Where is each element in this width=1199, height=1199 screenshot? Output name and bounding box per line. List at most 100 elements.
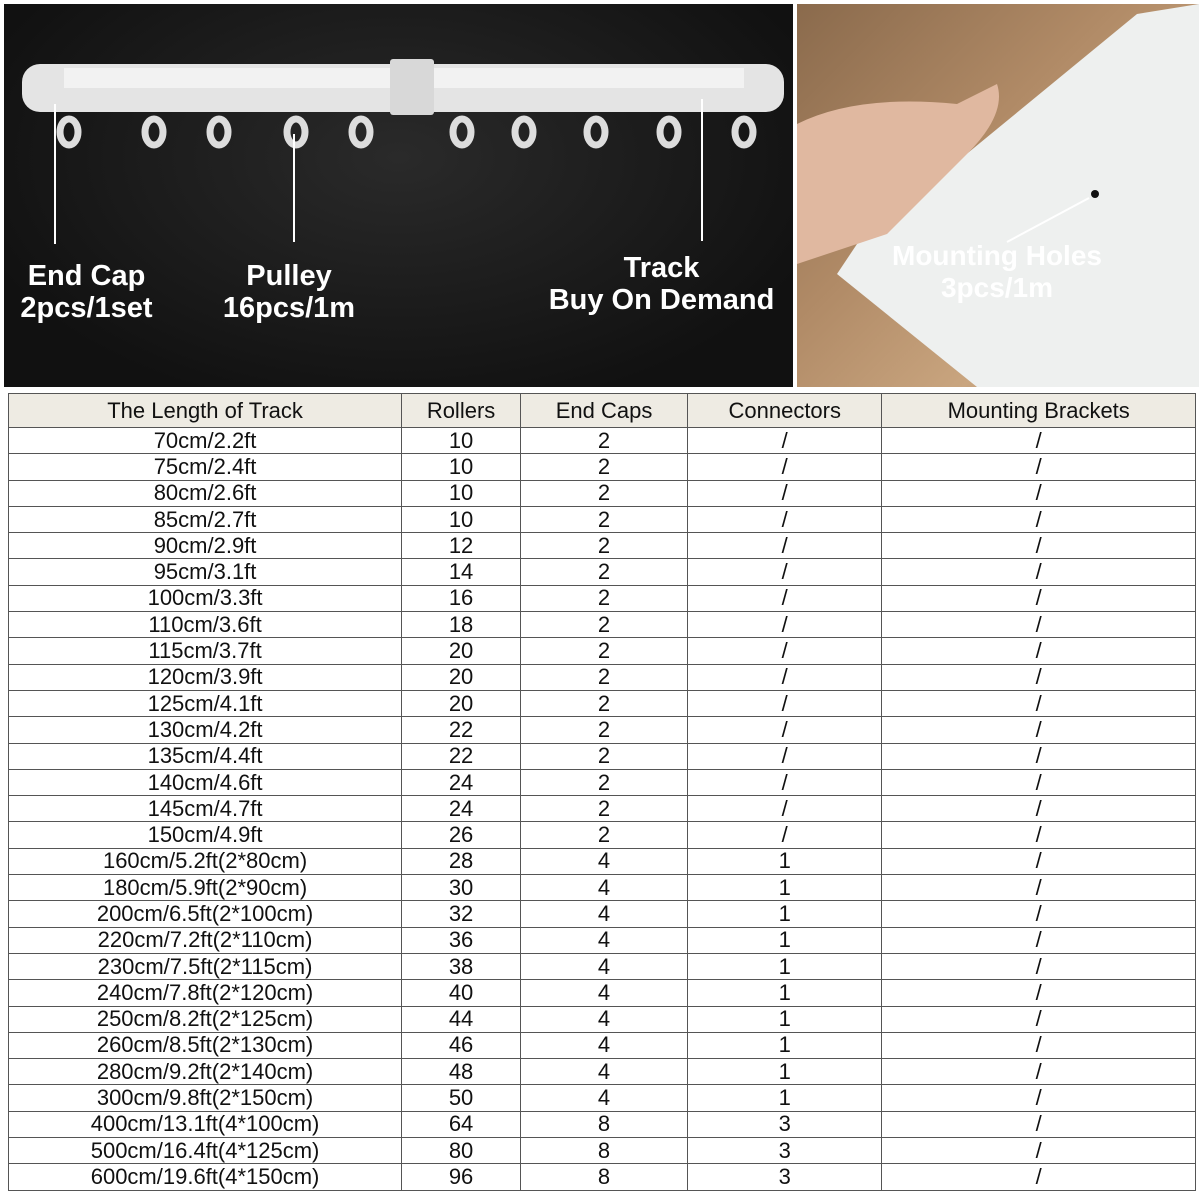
table-cell: / (881, 874, 1196, 902)
connector (390, 59, 434, 115)
table-row: 280cm/9.2ft(2*140cm) 48 4 1/ (7, 1058, 1196, 1086)
table-cell: 4 (519, 979, 689, 1007)
table-cell: 1 (687, 900, 883, 928)
table-cell: 1 (687, 952, 883, 981)
pulley (731, 115, 757, 149)
table-cell: 36 (401, 926, 521, 954)
table-cell: 85cm/2.7ft (7, 505, 403, 534)
table-cell: 46 (401, 1031, 521, 1060)
table-cell: 160cm/5.2ft(2*80cm) (7, 847, 403, 876)
table-cell: 44 (401, 1005, 521, 1033)
table-cell: 2 (519, 453, 689, 481)
table-cell: / (687, 532, 883, 560)
table-cell: 96 (401, 1163, 521, 1191)
table-row: 85cm/2.7ft 10 2// (7, 505, 1196, 534)
table-cell: 135cm/4.4ft (7, 742, 403, 770)
table-cell: 200cm/6.5ft(2*100cm) (7, 900, 403, 928)
table-cell: 600cm/19.6ft(4*150cm) (7, 1163, 403, 1191)
label-sub: 16pcs/1m (222, 292, 356, 324)
table-cell: / (687, 663, 883, 691)
table-cell: / (881, 611, 1196, 639)
table-cell: 22 (401, 716, 521, 744)
table-cell: 100cm/3.3ft (7, 584, 403, 613)
table-cell: 2 (519, 742, 689, 770)
table-cell: / (881, 926, 1196, 954)
table-row: 500cm/16.4ft(4*125cm) 80 8 3/ (7, 1137, 1196, 1165)
table-row: 70cm/2.2ft 10 2// (7, 426, 1196, 455)
table-row: 100cm/3.3ft 16 2// (7, 584, 1196, 613)
table-cell: 1 (687, 1058, 883, 1086)
table-cell: 125cm/4.1ft (7, 689, 403, 718)
mounting-photo-panel: Mounting Holes 3pcs/1m (797, 4, 1199, 387)
table-row: 200cm/6.5ft(2*100cm) 32 4 1/ (7, 900, 1196, 928)
mounting-hole (1091, 190, 1099, 198)
table-cell: 2 (519, 584, 689, 613)
table-cell: / (687, 768, 883, 797)
table-cell: 2 (519, 558, 689, 586)
table-cell: 280cm/9.2ft(2*140cm) (7, 1058, 403, 1086)
table-cell: / (687, 821, 883, 849)
table-cell: 48 (401, 1058, 521, 1086)
table-cell: 2 (519, 768, 689, 797)
table-header-row: The Length of Track Rollers End Caps Connec… (7, 393, 1196, 428)
table-cell: 220cm/7.2ft(2*110cm) (7, 926, 403, 954)
table-cell: / (687, 689, 883, 718)
track-board (837, 4, 1199, 387)
table-row: 150cm/4.9ft 26 2// (7, 821, 1196, 849)
label-title: Track (623, 252, 700, 284)
table-row: 160cm/5.2ft(2*80cm) 28 4 1/ (7, 847, 1196, 876)
table-cell: / (881, 505, 1196, 534)
pulley (656, 115, 682, 149)
label-sub: Buy On Demand (548, 284, 775, 316)
table-cell: / (881, 795, 1196, 823)
table-cell: 1 (687, 979, 883, 1007)
column-header: Rollers (401, 393, 521, 428)
table-cell: / (687, 637, 883, 665)
column-header: Connectors (687, 393, 883, 428)
mounting-photo (797, 4, 1199, 387)
table-cell: 40 (401, 979, 521, 1007)
table-cell: 8 (519, 1110, 689, 1139)
table-cell: / (881, 768, 1196, 797)
table-cell: 110cm/3.6ft (7, 611, 403, 639)
table-cell: 50 (401, 1084, 521, 1112)
table-cell: / (881, 479, 1196, 507)
pulley (283, 115, 309, 149)
table-cell: 3 (687, 1137, 883, 1165)
table-cell: 2 (519, 505, 689, 534)
table-cell: 2 (519, 479, 689, 507)
table-row: 260cm/8.5ft(2*130cm) 46 4 1/ (7, 1031, 1196, 1060)
table-cell: 260cm/8.5ft(2*130cm) (7, 1031, 403, 1060)
table-row: 250cm/8.2ft(2*125cm) 44 4 1/ (7, 1005, 1196, 1033)
track-illustration-panel: End Cap 2pcs/1set Pulley 16pcs/1m Track Buy… (4, 4, 793, 387)
table-cell: / (687, 611, 883, 639)
table-cell: / (881, 1084, 1196, 1112)
table-cell: 95cm/3.1ft (7, 558, 403, 586)
table-row: 90cm/2.9ft 12 2// (7, 532, 1196, 560)
table-cell: 18 (401, 611, 521, 639)
table-cell: 115cm/3.7ft (7, 637, 403, 665)
table-cell: 8 (519, 1137, 689, 1165)
table-cell: / (687, 479, 883, 507)
table-cell: 120cm/3.9ft (7, 663, 403, 691)
table-row: 140cm/4.6ft 24 2// (7, 768, 1196, 797)
table-cell: 2 (519, 663, 689, 691)
table-cell: 250cm/8.2ft(2*125cm) (7, 1005, 403, 1033)
table-row: 95cm/3.1ft 14 2// (7, 558, 1196, 586)
table-cell: 20 (401, 637, 521, 665)
table-cell: / (881, 979, 1196, 1007)
table-cell: / (881, 952, 1196, 981)
table-cell: / (881, 742, 1196, 770)
track-label: Track Buy On Demand (534, 252, 789, 316)
table-cell: 230cm/7.5ft(2*115cm) (7, 952, 403, 981)
table-cell: 2 (519, 795, 689, 823)
pulley-label: Pulley 16pcs/1m (204, 260, 374, 324)
table-cell: / (881, 532, 1196, 560)
table-row: 125cm/4.1ft 20 2// (7, 689, 1196, 718)
table-row: 180cm/5.9ft(2*90cm) 30 4 1/ (7, 874, 1196, 902)
table-cell: 90cm/2.9ft (7, 532, 403, 560)
table-cell: 4 (519, 926, 689, 954)
table-cell: / (881, 1137, 1196, 1165)
table-cell: 10 (401, 479, 521, 507)
label-title: Mounting Holes (892, 240, 1102, 271)
